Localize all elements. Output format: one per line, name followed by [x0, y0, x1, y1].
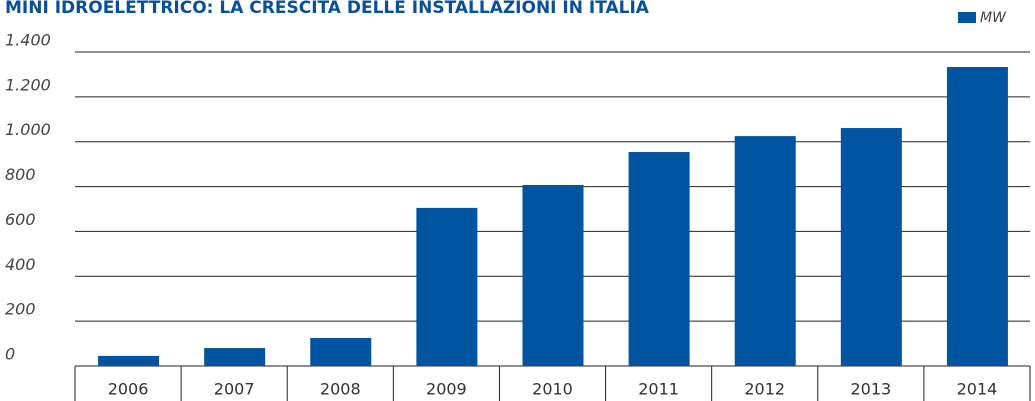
- bar: [734, 136, 796, 366]
- x-tick-label: 2012: [744, 380, 785, 399]
- bar: [416, 207, 478, 366]
- x-tick-label: 2013: [850, 380, 891, 399]
- y-tick-label: 400: [5, 255, 36, 274]
- legend-label: MW: [980, 10, 1007, 26]
- x-tick-label: 2011: [638, 380, 679, 399]
- chart-title: MINI IDROELETTRICO: LA CRESCITA DELLE IN…: [5, 0, 650, 18]
- y-tick-label: 1.000: [5, 120, 51, 139]
- x-tick-label: 2014: [957, 380, 998, 399]
- x-tick-label: 2008: [320, 380, 361, 399]
- legend-swatch: [958, 12, 976, 23]
- bar: [204, 348, 266, 366]
- bar: [840, 128, 902, 366]
- bar: [628, 152, 690, 366]
- bar: [98, 355, 160, 366]
- bar: [522, 185, 584, 366]
- y-tick-label: 200: [5, 300, 36, 319]
- x-tick-label: 2009: [426, 380, 467, 399]
- y-tick-label: 1.200: [5, 75, 51, 94]
- y-tick-label: 600: [5, 210, 36, 229]
- y-tick-label: 1.400: [5, 31, 51, 50]
- bar: [310, 337, 372, 366]
- x-tick-label: 2006: [108, 380, 149, 399]
- x-tick-label: 2010: [532, 380, 573, 399]
- bar: [946, 67, 1008, 366]
- y-tick-label: 800: [5, 165, 36, 184]
- y-tick-label: 0: [5, 345, 15, 364]
- x-tick-label: 2007: [214, 380, 255, 399]
